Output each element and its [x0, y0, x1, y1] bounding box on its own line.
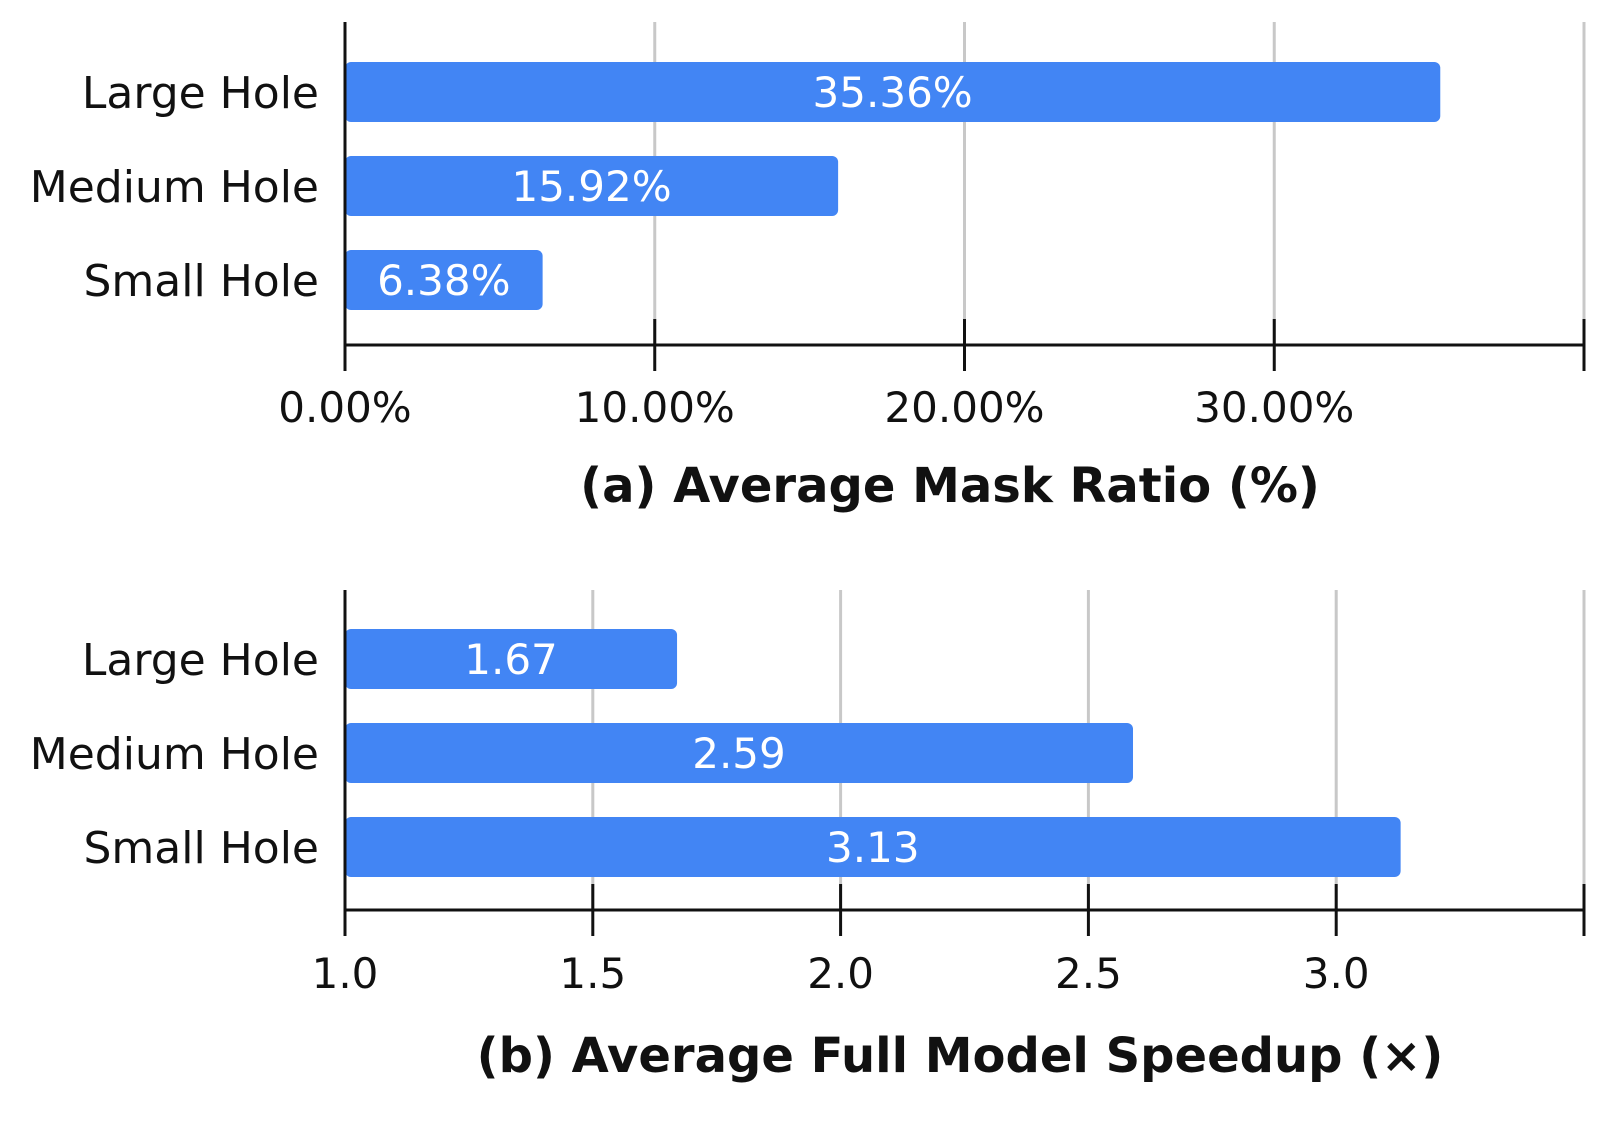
data-label: 35.36% — [813, 68, 973, 117]
bar — [345, 723, 1134, 783]
bar — [345, 250, 543, 310]
category-label: Medium Hole — [30, 729, 319, 780]
tick-label: 10.00% — [575, 383, 735, 432]
tick-label: 1.5 — [559, 949, 626, 998]
tick-label: 30.00% — [1194, 383, 1354, 432]
tick-label: 0.00% — [278, 383, 411, 432]
data-label: 1.67 — [464, 635, 558, 684]
tick-label: 2.5 — [1055, 949, 1122, 998]
bar — [345, 629, 678, 689]
data-label: 3.13 — [826, 823, 920, 872]
tick-label: 1.0 — [312, 949, 379, 998]
chart-title: (a) Average Mask Ratio (%) — [580, 458, 1320, 514]
category-label: Small Hole — [84, 256, 320, 307]
bar — [345, 817, 1401, 877]
data-label: 2.59 — [692, 729, 786, 778]
category-label: Large Hole — [82, 68, 319, 119]
bar — [345, 156, 839, 216]
category-label: Small Hole — [84, 823, 320, 874]
category-label: Large Hole — [82, 635, 319, 686]
data-label: 6.38% — [377, 256, 510, 305]
tick-label: 20.00% — [884, 383, 1044, 432]
tick-label: 2.0 — [807, 949, 874, 998]
chart-a: 35.36% Large Hole 15.92% Medium Hole 6.38% Sm… — [30, 22, 1586, 514]
bar — [345, 62, 1441, 122]
chart-title: (b) Average Full Model Speedup (×) — [477, 1028, 1444, 1084]
tick-label: 3.0 — [1303, 949, 1370, 998]
chart-b: 1.67 Large Hole 2.59 Medium Hole 3.13 Small H… — [30, 590, 1586, 1084]
category-label: Medium Hole — [30, 162, 319, 213]
data-label: 15.92% — [511, 162, 671, 211]
